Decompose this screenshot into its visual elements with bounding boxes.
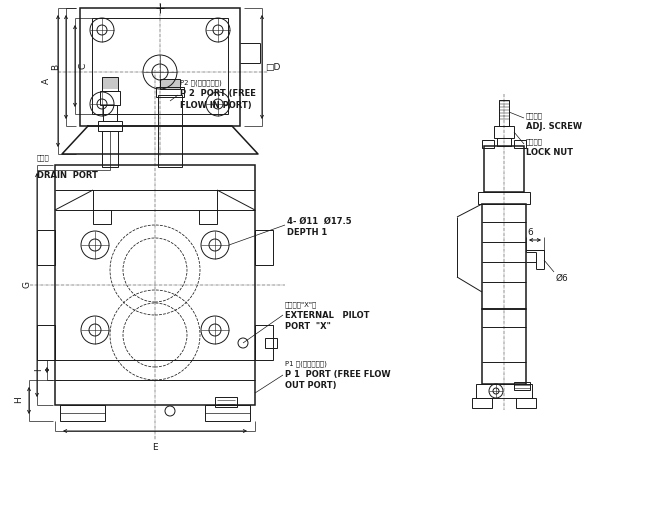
Bar: [55, 165, 255, 405]
Text: PORT  "X": PORT "X": [285, 322, 331, 331]
Bar: [93, 210, 111, 224]
Bar: [484, 146, 524, 192]
Text: 6: 6: [527, 228, 533, 237]
Bar: [255, 230, 273, 265]
Text: C: C: [78, 63, 88, 69]
Bar: [100, 91, 120, 105]
Text: DEPTH 1: DEPTH 1: [287, 228, 327, 237]
Bar: [478, 192, 530, 204]
Text: LOCK NUT: LOCK NUT: [526, 148, 573, 157]
Text: ADJ. SCREW: ADJ. SCREW: [526, 122, 582, 131]
Text: 4- Ø11  Ø17.5: 4- Ø11 Ø17.5: [287, 217, 351, 226]
Bar: [482, 140, 494, 148]
Bar: [102, 131, 118, 167]
Text: DRAIN  PORT: DRAIN PORT: [37, 171, 98, 180]
Text: E: E: [152, 443, 158, 452]
Bar: [103, 105, 117, 121]
Bar: [482, 309, 526, 384]
Text: A: A: [41, 78, 51, 84]
Text: P 1  PORT (FREE FLOW: P 1 PORT (FREE FLOW: [285, 370, 391, 379]
Text: 固定螺帽: 固定螺帽: [526, 138, 543, 144]
Text: H: H: [14, 396, 24, 404]
Text: B: B: [51, 64, 61, 70]
Bar: [476, 384, 532, 398]
Text: G: G: [22, 281, 32, 288]
Bar: [60, 405, 105, 421]
Text: P 2  PORT (FREE: P 2 PORT (FREE: [180, 89, 256, 98]
Bar: [80, 8, 240, 126]
Bar: [199, 210, 217, 224]
Bar: [102, 77, 118, 91]
Text: 洩流口: 洩流口: [37, 155, 50, 161]
Text: P1 口(自由流出口): P1 口(自由流出口): [285, 360, 327, 367]
Text: P2 口(自由流入口): P2 口(自由流入口): [180, 79, 222, 86]
Bar: [265, 338, 277, 348]
Text: Ø6: Ø6: [556, 274, 569, 283]
Bar: [156, 87, 184, 97]
Text: I: I: [34, 369, 43, 371]
Text: 外部引導"X"口: 外部引導"X"口: [285, 301, 317, 308]
Bar: [160, 79, 180, 89]
Text: 調節螺絲: 調節螺絲: [526, 112, 543, 119]
Bar: [497, 138, 511, 146]
Bar: [472, 398, 492, 408]
Bar: [514, 140, 526, 148]
Bar: [255, 325, 273, 360]
Bar: [516, 398, 536, 408]
Bar: [37, 230, 55, 265]
Bar: [499, 100, 509, 126]
Text: OUT PORT): OUT PORT): [285, 381, 336, 390]
Text: FLOW IN PORT): FLOW IN PORT): [180, 101, 251, 110]
Bar: [205, 405, 250, 421]
Bar: [482, 204, 526, 309]
Text: □D: □D: [265, 62, 280, 71]
Bar: [98, 121, 122, 131]
Bar: [494, 126, 514, 138]
Bar: [514, 382, 530, 390]
Bar: [37, 325, 55, 360]
Bar: [215, 397, 237, 407]
Text: EXTERNAL   PILOT: EXTERNAL PILOT: [285, 311, 370, 320]
Bar: [158, 95, 182, 167]
Bar: [92, 18, 228, 114]
